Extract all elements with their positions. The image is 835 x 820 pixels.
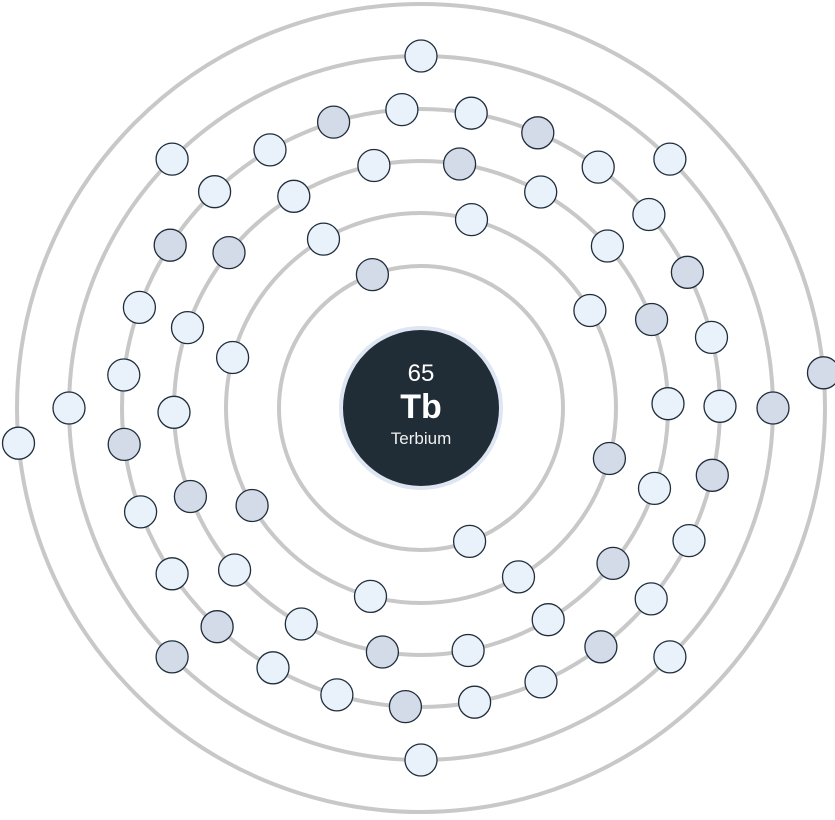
electron-shell2-4 — [501, 560, 536, 594]
electron-shell4-8 — [672, 523, 706, 558]
electron-shell6-1 — [1, 426, 36, 460]
electron-shell2-8 — [306, 222, 341, 256]
atomic-number: 65 — [408, 360, 435, 387]
electron-shell4-22 — [153, 228, 187, 262]
electron-shell4-26 — [385, 92, 419, 127]
electron-shell4-27 — [454, 96, 488, 130]
electron-shell3-10 — [451, 633, 485, 668]
electron-shell3-11 — [365, 635, 400, 669]
electron-shell4-2 — [581, 150, 615, 184]
electron-shell4-21 — [122, 290, 157, 325]
electron-shell6-2 — [806, 356, 835, 390]
electron-shell3-16 — [170, 310, 205, 345]
electron-shell5-2 — [653, 142, 687, 176]
electron-shell3-9 — [531, 603, 565, 637]
electron-shell4-18 — [123, 495, 158, 529]
electron-shell5-4 — [653, 640, 687, 674]
shell-6 — [15, 2, 827, 814]
electron-shell4-3 — [632, 197, 666, 232]
electron-shell5-7 — [52, 391, 86, 425]
electron-shell3-1 — [357, 148, 391, 183]
electron-shell4-5 — [694, 320, 729, 355]
electron-shell3-8 — [596, 546, 630, 581]
electron-shell3-15 — [157, 395, 191, 429]
electron-shell4-6 — [703, 389, 737, 423]
electron-shell4-25 — [316, 105, 351, 139]
electron-shell4-10 — [584, 630, 618, 664]
electron-shell4-24 — [253, 133, 287, 167]
electron-shell4-1 — [521, 116, 555, 150]
electron-shell1-2 — [452, 524, 487, 559]
electron-shell4-4 — [670, 255, 705, 289]
electron-shell2-5 — [353, 579, 388, 614]
electron-shell3-2 — [442, 147, 477, 181]
electrons — [1, 39, 835, 777]
electron-shell5-8 — [155, 142, 189, 176]
nucleus-circle — [339, 326, 503, 490]
element-symbol: Tb — [400, 388, 442, 426]
electron-shell2-6 — [235, 488, 269, 523]
electron-shell4-7 — [695, 458, 729, 492]
electron-shell4-13 — [388, 689, 423, 724]
electron-shell2-1 — [454, 202, 489, 237]
electron-shell3-12 — [284, 607, 318, 641]
electron-shell5-5 — [404, 743, 438, 777]
electron-shell4-15 — [256, 651, 290, 685]
element-name: Terbium — [391, 429, 451, 448]
electron-shell1-1 — [355, 257, 390, 292]
electron-shell3-3 — [524, 175, 558, 209]
electron-shell5-6 — [155, 640, 189, 674]
electron-shell4-20 — [107, 358, 141, 392]
electron-shell3-4 — [590, 229, 625, 263]
electron-shell4-12 — [457, 685, 492, 719]
electron-shell4-16 — [200, 610, 234, 644]
electron-shell4-23 — [197, 175, 232, 209]
electron-shell2-3 — [592, 441, 627, 476]
nucleus: 65 Tb Terbium — [339, 326, 503, 490]
electron-shell4-9 — [634, 582, 668, 616]
electron-shell3-5 — [634, 302, 669, 337]
electron-shell3-13 — [217, 553, 252, 587]
electron-shell5-3 — [756, 391, 790, 425]
electron-shell4-11 — [524, 665, 558, 699]
shell-2 — [224, 211, 618, 605]
electron-shell3-6 — [651, 387, 685, 421]
electron-shell4-19 — [107, 427, 141, 462]
electron-shell2-7 — [215, 340, 250, 375]
electron-shell3-18 — [277, 179, 311, 213]
electron-shell3-17 — [212, 235, 246, 270]
electron-shell2-2 — [573, 293, 607, 328]
electron-shell3-7 — [637, 471, 672, 506]
electron-shell4-14 — [320, 678, 354, 712]
electron-shell4-17 — [155, 557, 189, 591]
electron-shell5-1 — [404, 39, 438, 73]
shell-1 — [277, 264, 565, 552]
electron-shell3-14 — [173, 479, 208, 514]
